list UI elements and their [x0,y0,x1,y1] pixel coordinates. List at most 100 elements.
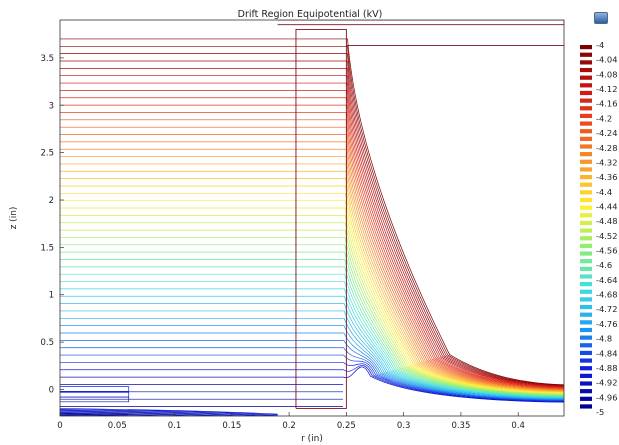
colorbar-swatch [580,396,592,401]
contour-line [60,396,130,403]
colorbar-swatch [580,327,592,333]
colorbar-label: -4.76 [596,319,617,329]
contour-line [60,413,193,416]
y-tick-label: 0.5 [40,338,54,348]
contour-line [60,215,564,395]
colorbar-label: -4.68 [596,290,617,300]
colorbar-swatch [580,121,592,126]
colorbar-swatch [580,152,592,157]
colorbar-label: -4.48 [596,216,617,226]
contour-line [60,303,564,399]
contour-line [60,295,564,399]
contour-line [60,134,564,391]
contour-line [60,410,278,416]
colorbar-label: -4.4 [596,187,612,197]
geometry-outline [277,20,564,26]
colorbar-swatch [580,381,592,386]
contour-line [60,222,564,395]
colorbar-swatch [580,83,592,88]
colorbar-label: -4.56 [596,246,617,256]
contour-line [60,38,564,386]
contour-line [60,266,564,397]
colorbar-label: -4.04 [596,55,617,65]
colorbar-swatch [580,182,592,187]
colorbar-label: -4.44 [596,201,617,211]
contour-line [60,347,564,402]
contour-line [60,75,564,387]
contour-line [60,281,564,398]
contour-line [60,60,564,387]
y-tick-label: 1 [49,291,54,301]
colorbar-swatch [580,45,592,50]
contour-line [60,310,564,400]
colorbar-legend: -4 -4.04 -4.08 -4.12 -4.16 -4.2 -4.24 -4.28 -4.3… [580,40,617,417]
contour-line [60,244,564,396]
colorbar-label: -4.32 [596,157,617,167]
colorbar-label: -4.2 [596,113,612,123]
colorbar-swatch [580,343,592,348]
contour-line [60,104,564,389]
y-axis-label: z (in) [9,207,19,230]
colorbar-swatch [580,190,592,195]
x-tick-label: 0.25 [337,421,356,431]
contour-line [60,408,278,416]
colorbar-swatch [580,282,592,287]
x-axis-label: r (in) [301,434,323,444]
colorbar-swatch [580,167,592,172]
colorbar-swatch [580,228,592,233]
colorbar-label: -4.6 [596,260,612,270]
colorbar-swatch [580,197,592,203]
colorbar-swatch [580,90,592,96]
x-tick-label: 0.3 [397,421,411,431]
contour-line [60,365,564,403]
contour-line [60,90,564,388]
colorbar-swatch [580,304,592,310]
colorbar-swatch [580,312,592,317]
colorbar-swatch [580,251,592,256]
x-tick-label: 0.2 [282,421,296,431]
colorbar-swatch [580,106,592,111]
contour-line [60,386,130,392]
colorbar-swatch [580,350,592,356]
contour-line [60,119,564,390]
colorbar-swatch [580,297,592,302]
colorbar-swatch [580,220,592,226]
colorbar-swatch [580,144,592,149]
colorbar-swatch [580,404,592,409]
colorbar-swatch [580,389,592,394]
contour-line [60,354,564,402]
y-tick-label: 2.5 [40,149,54,159]
colorbar-swatch [580,358,592,363]
contour-line [60,259,564,397]
colorbar-label: -4.72 [596,304,617,314]
contour-line [60,288,564,398]
contour-line [60,192,564,394]
colorbar-label: -4.24 [596,128,617,138]
x-tick-label: 0 [57,421,62,431]
contour-line [60,340,564,401]
colorbar-swatch [580,236,592,241]
y-tick-label: 3.5 [40,54,54,64]
image-icon[interactable] [594,12,608,24]
contour-line [60,148,564,391]
colorbar-label: -4.64 [596,275,617,285]
x-tick-label: 0.05 [108,421,127,431]
y-tick-label: 0 [49,385,54,395]
y-tick-label: 2 [49,196,54,206]
x-tick-label: 0.35 [451,421,470,431]
colorbar-swatch [580,129,592,134]
colorbar-label: -4.88 [596,363,617,373]
x-tick-label: 0.4 [511,421,525,431]
colorbar-swatch [580,52,592,57]
colorbar-swatch [580,373,592,378]
x-axis: 0 0.05 0.1 0.15 0.2 0.25 0.3 0.35 0.4 [57,412,525,431]
contour-line [60,156,564,392]
contour-line [60,273,564,398]
geometry-outline [295,29,347,409]
x-tick-label: 0.1 [168,421,182,431]
contour-line [60,412,219,416]
colorbar-swatch [580,213,592,218]
contour-line [60,53,564,386]
colorbar-swatch [580,98,592,103]
